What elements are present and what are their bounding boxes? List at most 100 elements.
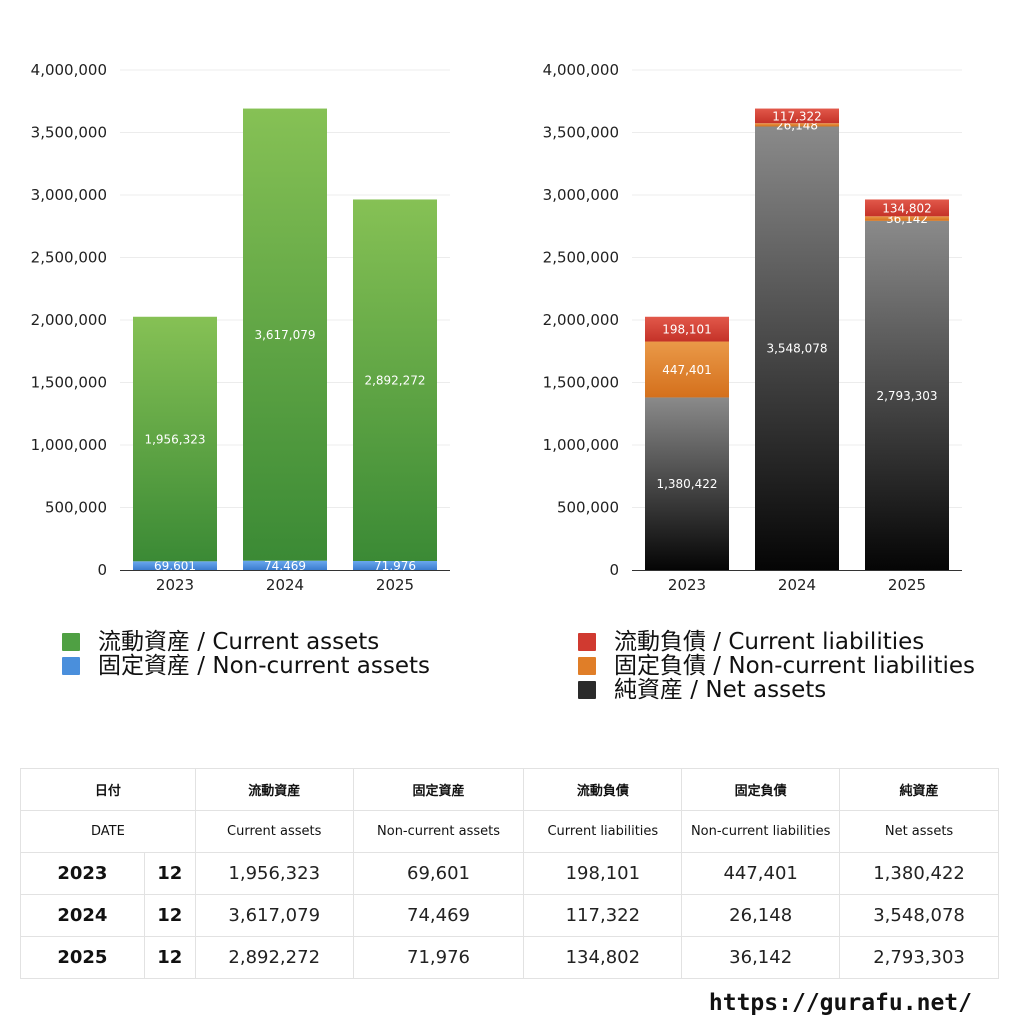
table-row: 2024 12 3,617,079 74,469 117,322 26,148 … <box>20 894 999 937</box>
x-tick-label: 2024 <box>266 576 304 594</box>
value-cell: 2,892,272 <box>194 936 354 979</box>
data-label: 3,617,079 <box>254 328 315 342</box>
subheader-cell: Net assets <box>839 810 999 853</box>
data-label: 117,322 <box>772 109 822 123</box>
header-cell: 固定負債 <box>681 768 841 811</box>
bar-segment <box>755 126 839 571</box>
data-label: 3,548,078 <box>766 342 827 356</box>
subheader-cell: Non-current assets <box>352 810 525 853</box>
legend-label: 流動資産 / Current assets <box>98 629 380 655</box>
legend-swatch <box>62 633 80 651</box>
y-tick-label: 1,500,000 <box>31 374 107 392</box>
year-cell: 2025 <box>20 936 145 979</box>
bar-segment <box>865 216 949 221</box>
data-label: 71,976 <box>374 559 416 573</box>
legend-swatch <box>578 657 596 675</box>
bar-segment <box>645 316 729 342</box>
legend-item: 固定負債 / Non-current liabilities <box>578 654 975 678</box>
value-cell: 1,956,323 <box>194 852 354 895</box>
data-label: 447,401 <box>662 363 712 377</box>
header-cell: 固定資産 <box>352 768 525 811</box>
legend-label: 流動負債 / Current liabilities <box>614 629 925 655</box>
legend-label: 純資産 / Net assets <box>614 677 827 703</box>
year-cell: 2024 <box>20 894 145 937</box>
subheader-cell: Current liabilities <box>523 810 683 853</box>
table-subheader-row: DATE Current assets Non-current assets C… <box>20 810 999 853</box>
y-tick-label: 2,000,000 <box>543 311 619 329</box>
bar-segment <box>133 316 217 562</box>
legend-left: 流動資産 / Current assets 固定資産 / Non-current… <box>62 630 430 678</box>
value-cell: 198,101 <box>523 852 683 895</box>
header-cell: 日付 <box>20 768 196 811</box>
value-cell: 36,142 <box>681 936 841 979</box>
value-cell: 74,469 <box>352 894 525 937</box>
header-cell: 純資産 <box>839 768 999 811</box>
bar-segment <box>755 123 839 127</box>
y-tick-label: 3,000,000 <box>31 186 107 204</box>
bar-segment <box>133 561 217 570</box>
y-tick-label: 2,500,000 <box>31 249 107 267</box>
data-label: 1,380,422 <box>656 477 717 491</box>
month-cell: 12 <box>143 852 196 895</box>
month-cell: 12 <box>143 936 196 979</box>
data-label: 134,802 <box>882 201 932 215</box>
bar-segment <box>243 560 327 570</box>
y-tick-label: 1,500,000 <box>543 374 619 392</box>
value-cell: 26,148 <box>681 894 841 937</box>
table-row: 2025 12 2,892,272 71,976 134,802 36,142 … <box>20 936 999 979</box>
y-tick-label: 3,000,000 <box>543 186 619 204</box>
data-label: 1,956,323 <box>144 433 205 447</box>
legend-item: 流動負債 / Current liabilities <box>578 630 975 654</box>
value-cell: 69,601 <box>352 852 525 895</box>
legend-item: 流動資産 / Current assets <box>62 630 430 654</box>
legend-swatch <box>578 681 596 699</box>
legend-swatch <box>578 633 596 651</box>
legend-swatch <box>62 657 80 675</box>
y-tick-label: 4,000,000 <box>543 61 619 79</box>
x-tick-label: 2025 <box>888 576 926 594</box>
x-tick-label: 2024 <box>778 576 816 594</box>
value-cell: 71,976 <box>352 936 525 979</box>
y-tick-label: 0 <box>97 561 107 579</box>
bar-segment <box>755 108 839 124</box>
data-label: 198,101 <box>662 323 712 337</box>
header-cell: 流動資産 <box>194 768 354 811</box>
data-label: 2,892,272 <box>364 374 425 388</box>
value-cell: 3,617,079 <box>194 894 354 937</box>
legend-label: 固定負債 / Non-current liabilities <box>614 653 975 679</box>
y-tick-label: 4,000,000 <box>31 61 107 79</box>
data-label: 2,793,303 <box>876 389 937 403</box>
y-tick-label: 2,000,000 <box>31 311 107 329</box>
y-tick-label: 2,500,000 <box>543 249 619 267</box>
value-cell: 3,548,078 <box>839 894 999 937</box>
x-tick-label: 2023 <box>668 576 706 594</box>
month-cell: 12 <box>143 894 196 937</box>
legend-right: 流動負債 / Current liabilities 固定負債 / Non-cu… <box>578 630 975 702</box>
bar-segment <box>243 108 327 561</box>
year-cell: 2023 <box>20 852 145 895</box>
bar-segment <box>645 397 729 570</box>
bar-segment <box>645 341 729 398</box>
y-tick-label: 0 <box>609 561 619 579</box>
data-label: 69,601 <box>154 559 196 573</box>
assets-chart: 0 500,000 1,000,000 1,500,000 2,000,000 2,500… <box>31 61 450 594</box>
bar-segment <box>353 561 437 570</box>
bar-segment <box>353 199 437 562</box>
value-cell: 2,793,303 <box>839 936 999 979</box>
x-tick-label: 2025 <box>376 576 414 594</box>
y-tick-label: 500,000 <box>45 499 107 517</box>
value-cell: 117,322 <box>523 894 683 937</box>
subheader-cell: Current assets <box>194 810 354 853</box>
table-row: 2023 12 1,956,323 69,601 198,101 447,401… <box>20 852 999 895</box>
data-label: 74,469 <box>264 559 306 573</box>
y-tick-label: 3,500,000 <box>31 124 107 142</box>
value-cell: 1,380,422 <box>839 852 999 895</box>
site-url[interactable]: https://gurafu.net/ <box>708 990 972 1016</box>
subheader-cell: DATE <box>20 810 196 853</box>
y-tick-label: 500,000 <box>557 499 619 517</box>
y-tick-label: 3,500,000 <box>543 124 619 142</box>
bar-segment <box>865 199 949 217</box>
y-tick-label: 1,000,000 <box>543 436 619 454</box>
bar-segment <box>865 220 949 570</box>
